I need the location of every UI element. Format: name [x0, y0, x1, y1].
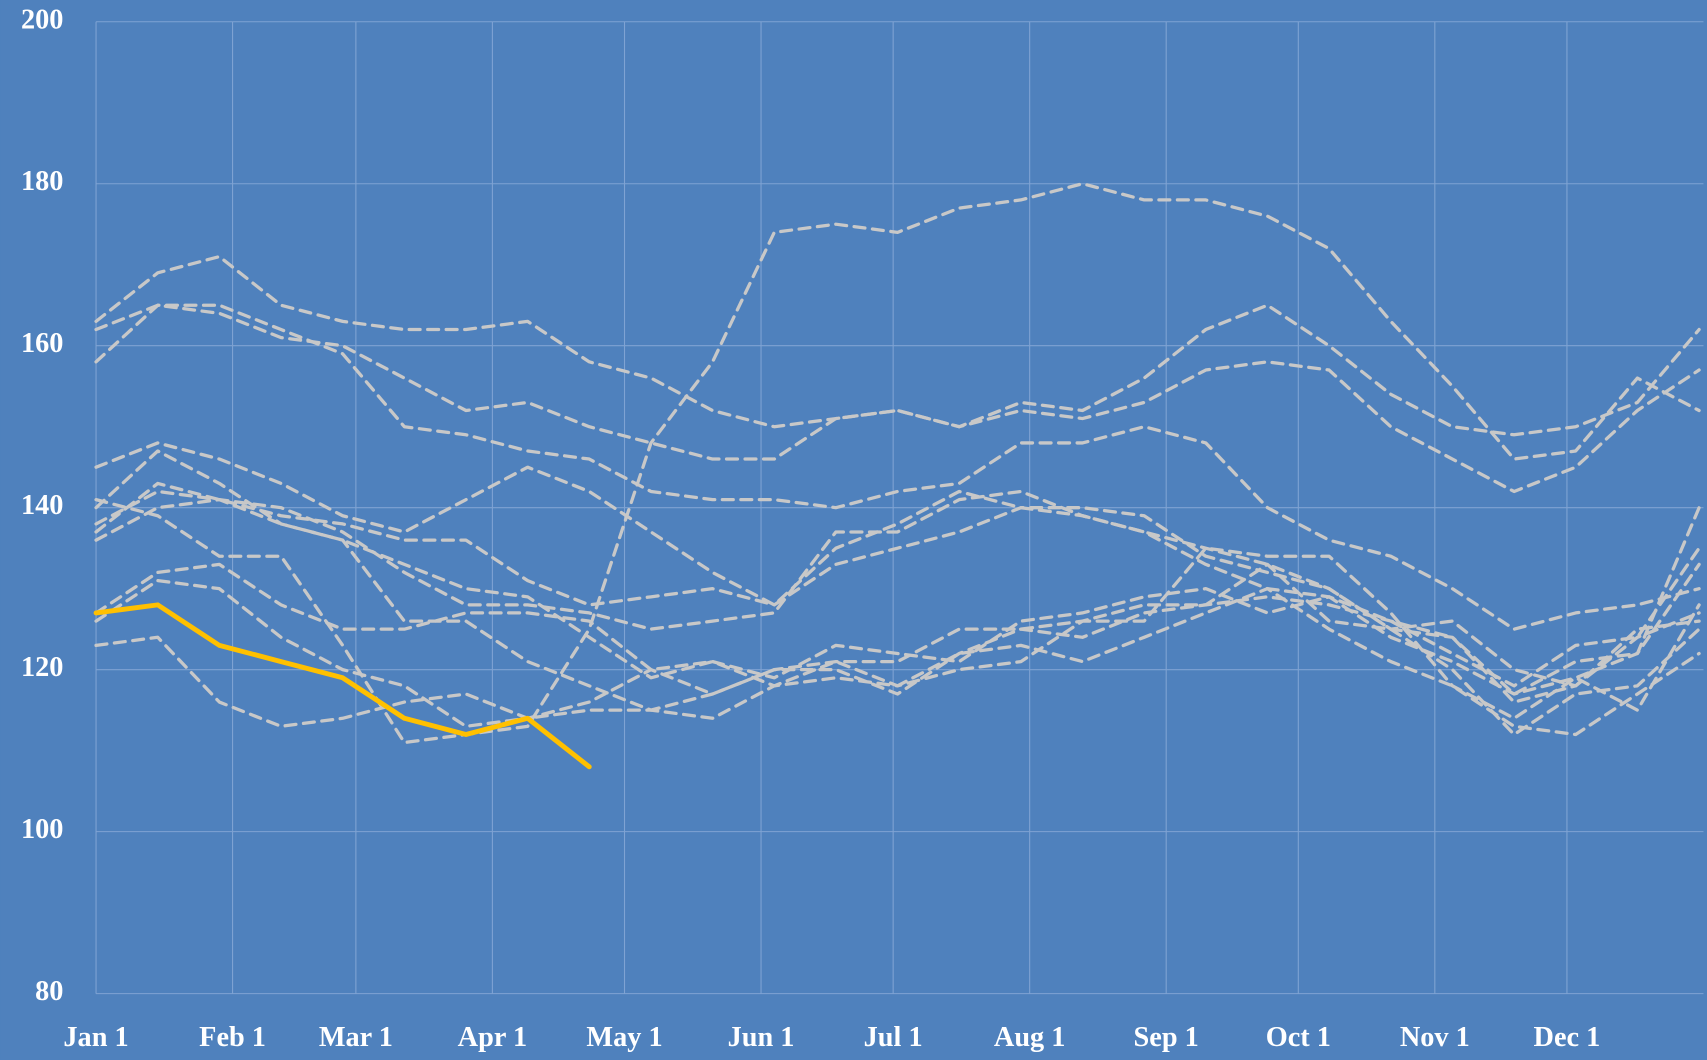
series-line [94, 182, 1701, 745]
y-tick-label: 180 [21, 166, 63, 197]
x-tick-label: Sep 1 [1134, 1022, 1199, 1053]
y-tick-label: 140 [21, 490, 63, 521]
x-tick-label: Mar 1 [319, 1022, 393, 1053]
x-tick-label: Dec 1 [1534, 1022, 1601, 1053]
x-tick-label: Jul 1 [864, 1022, 923, 1053]
series-line [94, 578, 1701, 728]
series-line [94, 481, 1701, 696]
y-tick-label: 200 [21, 4, 63, 35]
y-tick-label: 80 [35, 976, 63, 1007]
series-line [94, 498, 1701, 737]
series-line [94, 303, 1701, 494]
x-tick-label: Jun 1 [728, 1022, 795, 1053]
series-line [94, 562, 1701, 696]
x-tick-label: Aug 1 [994, 1022, 1066, 1053]
x-tick-label: Nov 1 [1400, 1022, 1470, 1053]
x-tick-label: Jan 1 [63, 1022, 128, 1053]
y-tick-label: 100 [21, 814, 63, 845]
x-tick-label: Feb 1 [199, 1022, 266, 1053]
x-tick-label: Oct 1 [1266, 1022, 1331, 1053]
series-line [94, 303, 1701, 631]
x-tick-label: Apr 1 [458, 1022, 527, 1053]
y-tick-label: 160 [21, 328, 63, 359]
series-line [93, 602, 592, 770]
series-line [94, 489, 1701, 688]
x-tick-label: May 1 [586, 1022, 662, 1053]
y-tick-label: 120 [21, 652, 63, 683]
series-line [94, 441, 1701, 688]
series-line [94, 449, 1701, 720]
series-line [94, 254, 1701, 437]
